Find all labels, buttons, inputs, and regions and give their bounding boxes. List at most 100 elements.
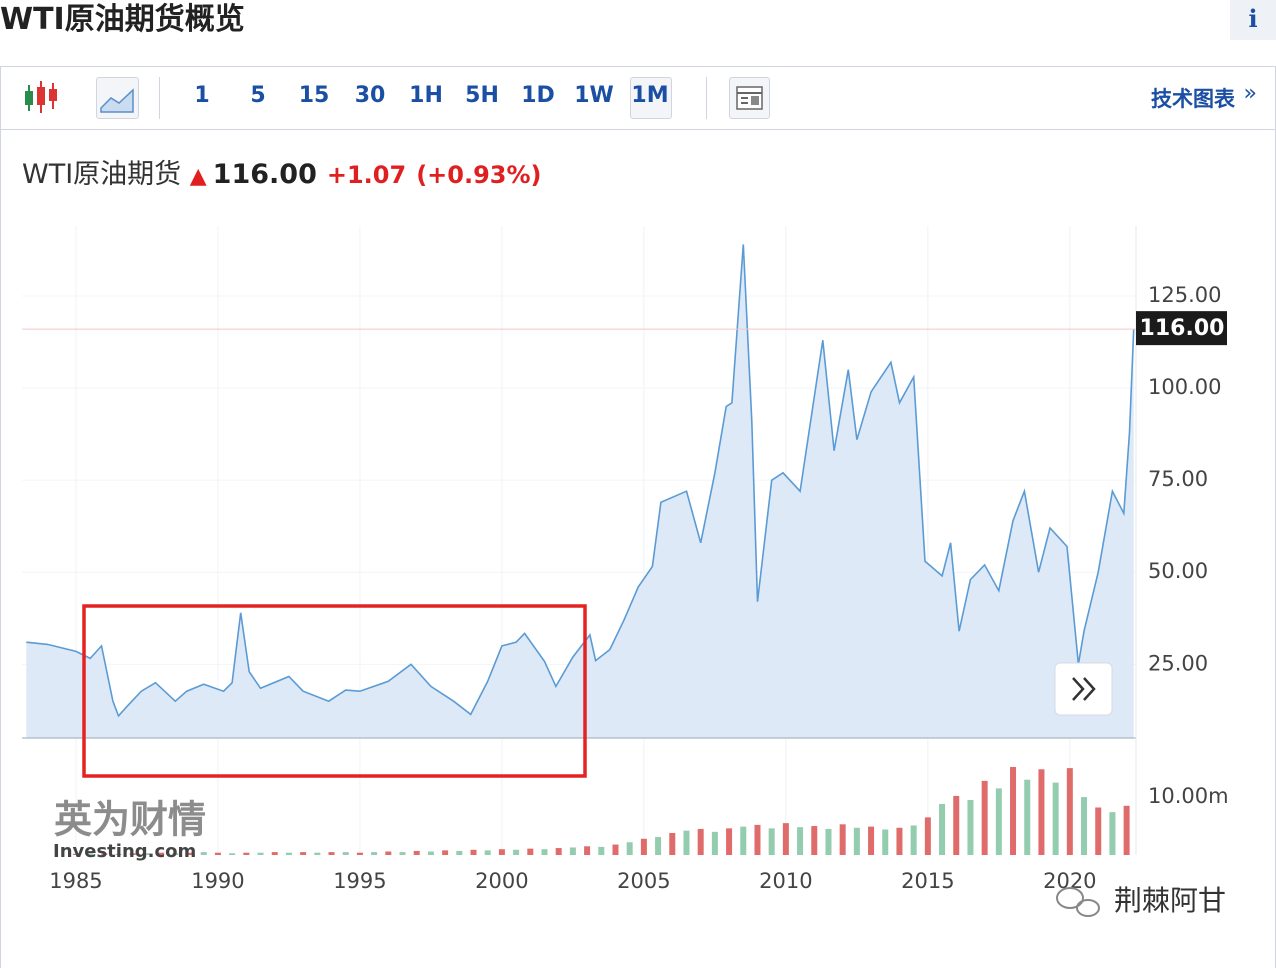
volume-bar <box>442 850 449 855</box>
volume-bar <box>484 850 491 855</box>
volume-bar <box>172 853 179 855</box>
volume-bar <box>1123 805 1130 855</box>
toolbar: 1 5 15 30 1H 5H 1D 1W 1M 技术图表 » <box>0 66 1276 130</box>
volume-bar <box>626 842 633 855</box>
interval-button[interactable]: 15 <box>298 83 330 108</box>
interval-button[interactable]: 1H <box>409 83 443 108</box>
volume-bar <box>1010 766 1017 855</box>
volume-bar <box>229 853 236 855</box>
brand-watermark: 英为财情 <box>54 798 206 842</box>
quote-line: WTI原油期货 ▲ 116.00 +1.07 (+0.93%) <box>22 152 542 191</box>
volume-bar <box>427 851 434 855</box>
volume-bar <box>669 832 676 855</box>
volume-bar <box>612 844 619 855</box>
tech-chart-link[interactable]: 技术图表 <box>1151 87 1235 111</box>
active-interval-box <box>630 77 672 119</box>
separator <box>159 77 160 119</box>
interval-button[interactable]: 5H <box>465 83 499 108</box>
volume-bar <box>158 852 165 855</box>
line-icon <box>100 88 134 113</box>
volume-bar <box>513 849 520 855</box>
volume-bar <box>896 827 903 855</box>
x-tick-label: 2015 <box>901 869 954 893</box>
volume-bar <box>640 838 647 855</box>
volume-bar <box>300 852 307 855</box>
volume-bar <box>328 852 335 855</box>
x-tick-label: 2010 <box>759 869 812 893</box>
interval-button[interactable]: 1M <box>631 83 669 108</box>
x-tick-label: 1985 <box>49 869 102 893</box>
table-button[interactable] <box>729 77 770 119</box>
interval-button[interactable]: 30 <box>354 83 386 108</box>
volume-bar <box>285 852 292 855</box>
volume-bar <box>399 852 406 855</box>
volume-bar <box>541 849 548 855</box>
volume-bar <box>470 849 477 855</box>
volume-bar <box>598 846 605 855</box>
current-price-tag <box>1136 311 1227 346</box>
volume-bar <box>271 852 278 855</box>
volume-bar <box>882 829 889 855</box>
wechat-icon <box>1056 887 1100 917</box>
line-chart-button[interactable] <box>96 77 139 119</box>
volume-bar <box>385 851 392 855</box>
tech-chart-arrow[interactable]: » <box>1243 81 1257 106</box>
volume-bar <box>314 852 321 855</box>
y-tick-label: 100.00 <box>1148 375 1221 399</box>
quote-change-pct: (+0.93%) <box>416 161 542 189</box>
interval-button[interactable]: 1 <box>194 83 210 108</box>
volume-bar <box>569 847 576 855</box>
volume-bar <box>129 853 136 855</box>
volume-bar <box>371 852 378 855</box>
x-tick-label: 2005 <box>617 869 670 893</box>
site-watermark: Investing.com <box>53 841 196 862</box>
x-tick-label: 1990 <box>191 869 244 893</box>
info-button[interactable]: i <box>1230 0 1276 40</box>
volume-bar <box>1109 812 1116 855</box>
volume-bar <box>1038 769 1045 855</box>
volume-bar <box>768 828 775 855</box>
volume-bar <box>257 852 264 855</box>
volume-bar <box>1095 807 1102 855</box>
volume-bar <box>995 788 1002 855</box>
volume-bar <box>1066 768 1073 855</box>
volume-bar <box>967 799 974 855</box>
volume-bar <box>953 795 960 855</box>
volume-bar <box>200 852 207 855</box>
price-area <box>26 244 1134 738</box>
interval-button[interactable]: 1D <box>521 83 555 108</box>
volume-bar <box>797 827 804 855</box>
volume-bar <box>655 837 662 855</box>
volume-bar <box>939 804 946 855</box>
volume-bar <box>186 852 193 855</box>
volume-bar <box>754 824 761 855</box>
candle-icon[interactable] <box>19 67 89 127</box>
interval-button[interactable]: 1W <box>574 83 614 108</box>
volume-bar <box>1052 782 1059 855</box>
y-tick-label: 75.00 <box>1148 467 1208 491</box>
volume-bar <box>924 817 931 855</box>
volume-bar <box>853 827 860 855</box>
plot-layer: 116.00 25.00 50.00 75.00 100.00 125.00 10.00m 1… <box>22 226 1229 893</box>
volume-bar <box>342 852 349 855</box>
volume-bar <box>711 831 718 855</box>
interval-button[interactable]: 5 <box>250 83 266 108</box>
volume-bar <box>413 850 420 855</box>
price-line <box>26 244 1135 718</box>
quote-change: +1.07 <box>326 161 407 189</box>
x-tick-label: 2020 <box>1043 869 1096 893</box>
volume-bar <box>101 853 108 855</box>
scroll-button[interactable] <box>1054 662 1113 716</box>
volume-tick-label: 10.00m <box>1148 784 1229 808</box>
volume-bar <box>782 823 789 855</box>
quote-price: 116.00 <box>212 159 317 190</box>
volume-bar <box>456 850 463 855</box>
volume-bar <box>910 825 917 855</box>
volume-bar <box>1081 797 1088 855</box>
volume-bar <box>87 853 94 855</box>
x-tick-label: 1995 <box>333 869 386 893</box>
volume-bar <box>115 853 122 855</box>
x-tick-label: 2000 <box>475 869 528 893</box>
y-tick-label: 50.00 <box>1148 559 1208 583</box>
